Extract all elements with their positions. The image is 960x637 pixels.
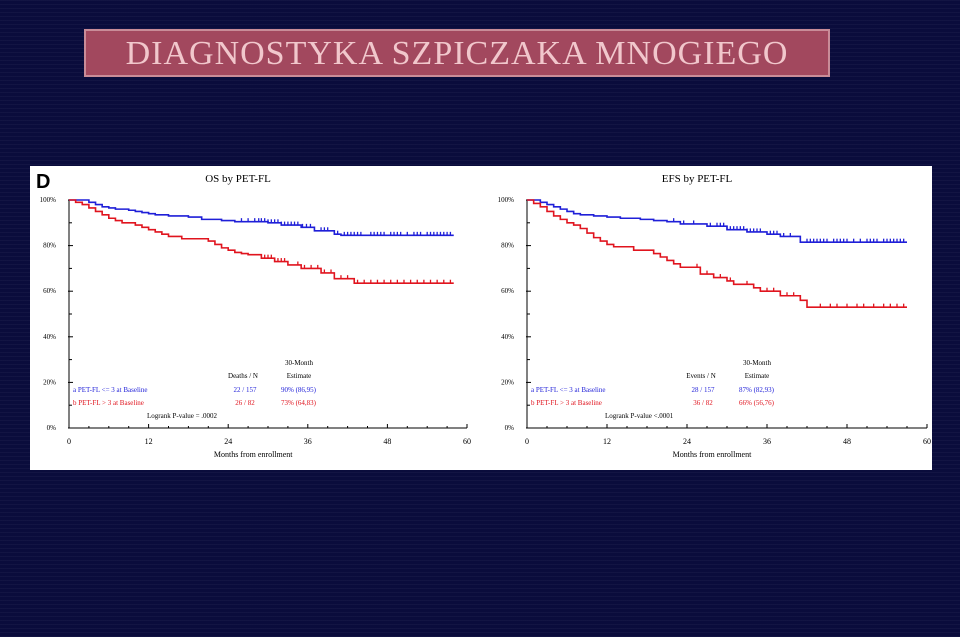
efs-legend-estimate-a: 87% (82,93) [739, 386, 775, 394]
os-x-tick-label: 12 [145, 437, 153, 446]
efs-legend-header-estimate-line2: Estimate [745, 372, 770, 380]
os-x-tick-label: 24 [224, 437, 232, 446]
os-x-axis-label: Months from enrollment [214, 450, 293, 459]
os-series-line-b [69, 199, 454, 285]
os-y-tick-label: 40% [43, 333, 56, 341]
os-legend-label-a: a PET-FL <= 3 at Baseline [73, 386, 147, 394]
efs-x-tick-label: 0 [525, 437, 529, 446]
efs-legend-estimate-b: 66% (56,76) [739, 399, 775, 407]
panel-letter: D [36, 171, 50, 193]
efs-y-tick-label: 40% [501, 333, 514, 341]
os-chart-title: OS by PET-FL [205, 173, 271, 185]
os-y-tick-label: 0% [47, 424, 57, 432]
efs-legend-count-b: 36 / 82 [693, 399, 713, 407]
os-plot: OS by PET-FL 0% 20% 40% 60% 80% 100% 0 12 24 36 48 6… [40, 173, 471, 459]
os-y-tick-label: 20% [43, 378, 56, 386]
os-legend-count-a: 22 / 157 [234, 386, 257, 394]
os-x-tick-label: 60 [463, 437, 471, 446]
efs-logrank-pvalue: Logrank P-value <.0001 [605, 412, 674, 420]
efs-x-tick-label: 24 [683, 437, 691, 446]
os-legend-count-b: 26 / 82 [235, 399, 255, 407]
km-figure: D OS by PET-FL 0% 20% 40% 60% 80% 100% 0 12 24 36 4… [36, 171, 931, 459]
os-y-tick-label: 60% [43, 287, 56, 295]
os-legend-estimate-a: 90% (86,95) [281, 386, 317, 394]
efs-x-tick-label: 36 [763, 437, 771, 446]
efs-y-tick-label: 60% [501, 287, 514, 295]
efs-series-line-b [527, 199, 907, 308]
figure-panel: D OS by PET-FL 0% 20% 40% 60% 80% 100% 0 12 24 36 4… [30, 166, 932, 470]
os-x-tick-label: 36 [304, 437, 312, 446]
efs-legend-header-count: Events / N [686, 372, 716, 380]
os-y-tick-label: 100% [40, 196, 57, 204]
os-logrank-pvalue: Logrank P-value = .0002 [147, 412, 218, 420]
slide-title: DIAGNOSTYKA SZPICZAKA MNOGIEGO [84, 29, 830, 77]
efs-y-tick-label: 80% [501, 242, 514, 250]
efs-y-tick-label: 0% [505, 424, 515, 432]
efs-x-tick-label: 60 [923, 437, 931, 446]
os-x-tick-label: 0 [67, 437, 71, 446]
os-legend-header-count: Deaths / N [228, 372, 258, 380]
os-series-line-a [69, 199, 454, 237]
efs-plot: EFS by PET-FL 0% 20% 40% 60% 80% 100% 0 12 24 36 48… [498, 173, 931, 459]
efs-legend-label-a: a PET-FL <= 3 at Baseline [531, 386, 605, 394]
efs-chart-title: EFS by PET-FL [662, 173, 733, 185]
efs-legend-label-b: b PET-FL > 3 at Baseline [531, 399, 602, 407]
efs-series-line-a [527, 199, 907, 243]
efs-legend-count-a: 28 / 157 [692, 386, 715, 394]
os-y-tick-label: 80% [43, 242, 56, 250]
efs-x-tick-label: 48 [843, 437, 851, 446]
efs-y-tick-label: 20% [501, 378, 514, 386]
efs-x-axis-label: Months from enrollment [673, 450, 752, 459]
efs-legend-header-estimate-line1: 30-Month [743, 359, 772, 367]
os-legend-label-b: b PET-FL > 3 at Baseline [73, 399, 144, 407]
os-x-tick-label: 48 [383, 437, 391, 446]
os-legend-header-estimate-line2: Estimate [287, 372, 312, 380]
efs-x-tick-label: 12 [603, 437, 611, 446]
os-legend-estimate-b: 73% (64,83) [281, 399, 317, 407]
efs-y-tick-label: 100% [498, 196, 515, 204]
os-legend-header-estimate-line1: 30-Month [285, 359, 314, 367]
